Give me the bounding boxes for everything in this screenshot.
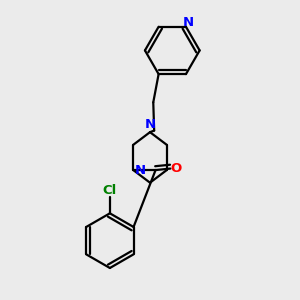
- Text: N: N: [144, 118, 156, 131]
- Text: Cl: Cl: [103, 184, 117, 197]
- Text: O: O: [171, 162, 182, 175]
- Text: N: N: [183, 16, 194, 28]
- Text: N: N: [135, 164, 146, 177]
